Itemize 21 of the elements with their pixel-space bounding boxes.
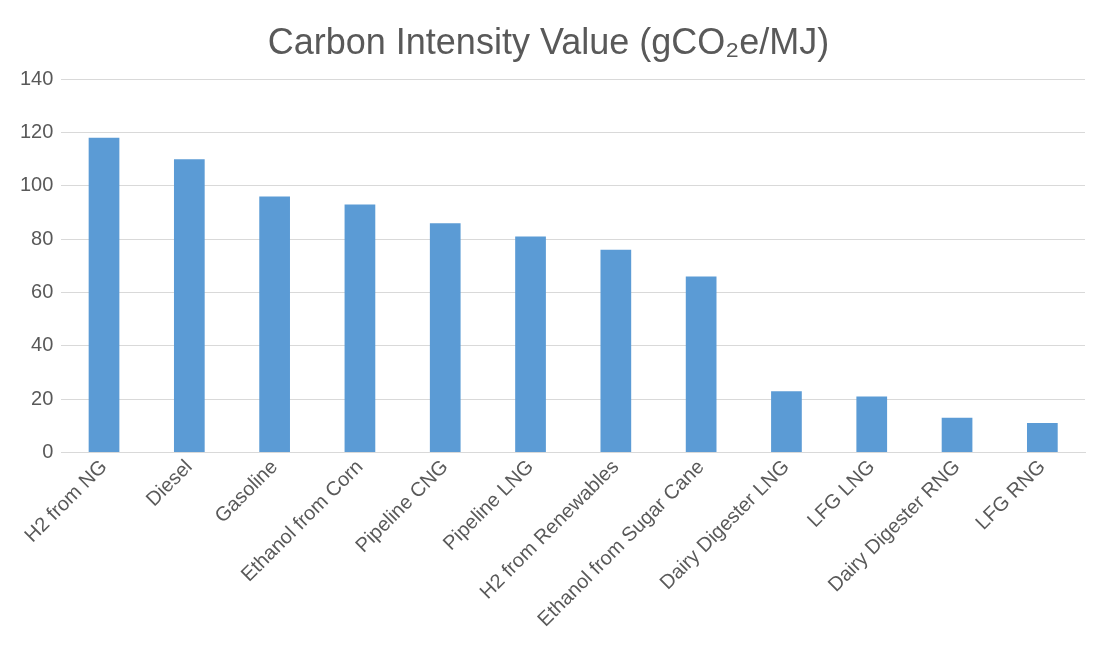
bar — [515, 236, 546, 452]
y-tick-label: 0 — [42, 439, 54, 462]
y-tick-label: 40 — [31, 333, 54, 356]
bar — [173, 159, 205, 452]
bar — [344, 204, 376, 452]
bar — [1026, 423, 1058, 452]
bar — [600, 249, 632, 452]
chart-title: Carbon Intensity Value (gCO₂e/MJ) — [267, 20, 830, 62]
y-tick-label: 60 — [31, 280, 54, 302]
y-tick-label: 120 — [19, 120, 54, 143]
y-tick-label: 140 — [19, 66, 54, 89]
y-tick-label: 80 — [31, 226, 54, 249]
bar — [771, 391, 802, 452]
bar — [685, 276, 717, 452]
bar — [429, 223, 461, 452]
bar — [88, 137, 120, 452]
bar — [941, 417, 973, 452]
y-tick-label: 20 — [31, 386, 54, 409]
bar — [259, 196, 290, 452]
y-tick-label: 100 — [19, 173, 54, 196]
bar — [856, 396, 888, 452]
